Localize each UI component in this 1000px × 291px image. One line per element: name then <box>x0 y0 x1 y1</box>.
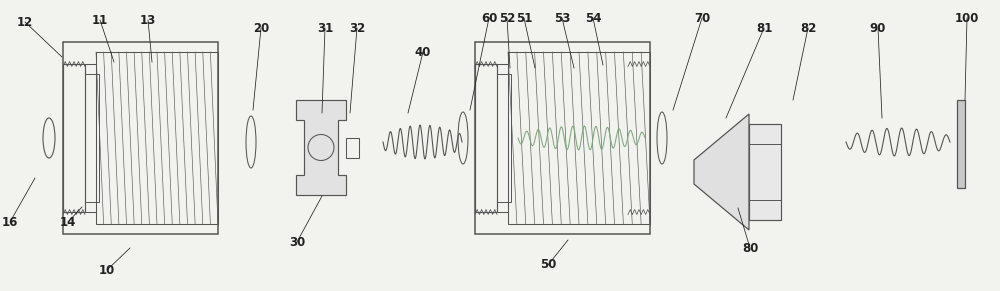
Bar <box>96 52 218 224</box>
Bar <box>508 52 650 224</box>
Bar <box>63 42 218 234</box>
Text: 52: 52 <box>499 12 515 24</box>
Bar <box>475 64 497 212</box>
Bar <box>346 138 359 157</box>
Text: 81: 81 <box>756 22 772 35</box>
Text: 11: 11 <box>92 13 108 26</box>
Text: 50: 50 <box>540 258 556 272</box>
Bar <box>63 64 85 212</box>
Text: 70: 70 <box>694 12 710 24</box>
Text: 40: 40 <box>415 45 431 58</box>
Text: 82: 82 <box>800 22 816 35</box>
Bar <box>497 74 511 202</box>
Bar <box>749 124 781 220</box>
Text: 30: 30 <box>289 235 305 249</box>
Text: 31: 31 <box>317 22 333 35</box>
Text: 54: 54 <box>585 12 601 24</box>
Bar <box>475 42 650 234</box>
Text: 53: 53 <box>554 12 570 24</box>
Text: 16: 16 <box>2 216 18 228</box>
Bar <box>85 74 99 202</box>
Polygon shape <box>296 100 346 195</box>
Text: 80: 80 <box>742 242 758 255</box>
Text: 20: 20 <box>253 22 269 35</box>
Text: 90: 90 <box>870 22 886 35</box>
Text: 13: 13 <box>140 13 156 26</box>
Bar <box>957 100 965 188</box>
Text: 12: 12 <box>17 15 33 29</box>
Text: 14: 14 <box>60 216 76 228</box>
Text: 100: 100 <box>955 12 979 24</box>
Text: 10: 10 <box>99 263 115 276</box>
Text: 51: 51 <box>516 12 532 24</box>
Polygon shape <box>694 114 749 230</box>
Text: 60: 60 <box>481 12 497 24</box>
Text: 32: 32 <box>349 22 365 35</box>
